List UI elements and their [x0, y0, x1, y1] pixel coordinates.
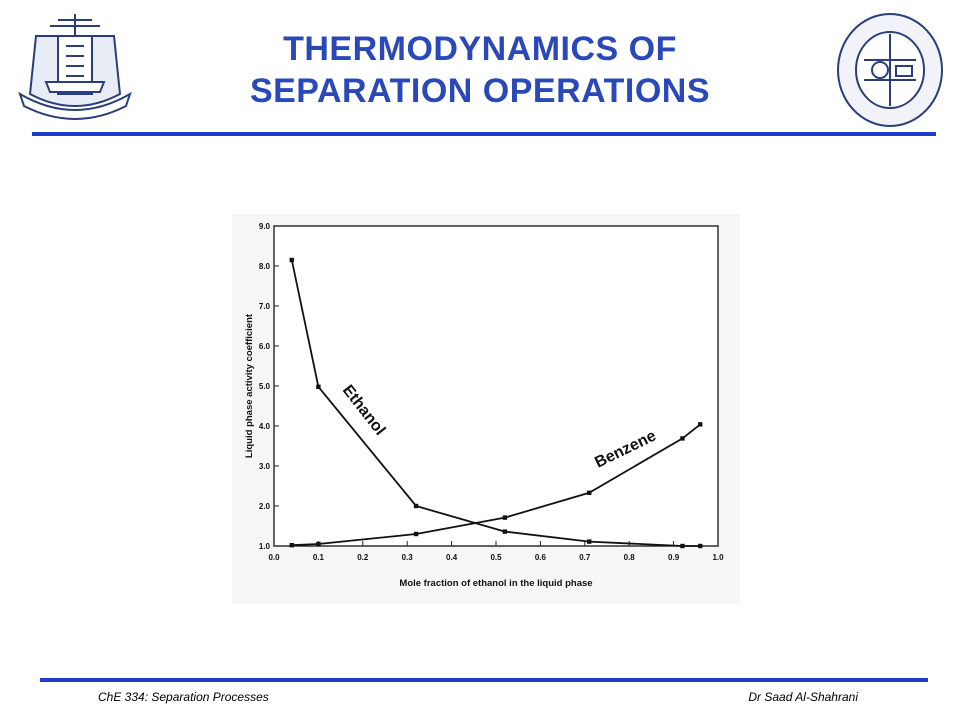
y-tick-label: 8.0 — [259, 262, 271, 271]
data-point-benzene — [289, 543, 294, 548]
data-point-benzene — [413, 531, 419, 537]
footer-divider — [40, 678, 928, 682]
x-tick-label: 0.5 — [490, 553, 502, 562]
data-point-ethanol — [502, 529, 508, 534]
x-tick-label: 0.2 — [357, 553, 369, 562]
title-line-1: THERMODYNAMICS OF — [283, 30, 677, 68]
x-tick-label: 0.1 — [313, 553, 325, 562]
y-tick-label: 4.0 — [259, 422, 271, 431]
title-line-2: SEPARATION OPERATIONS — [249, 72, 711, 110]
x-tick-label: 0.7 — [579, 553, 591, 562]
x-tick-label: 0.4 — [446, 553, 458, 562]
x-tick-label: 0.9 — [668, 553, 680, 562]
data-point-ethanol — [289, 257, 294, 263]
data-point-ethanol — [413, 503, 419, 509]
data-point-ethanol — [698, 543, 703, 549]
x-tick-label: 0.6 — [535, 553, 547, 562]
y-tick-label: 9.0 — [259, 222, 271, 231]
y-axis-label: Liquid phase activity coefficient — [244, 313, 255, 458]
university-emblem-icon — [10, 6, 140, 126]
y-tick-label: 6.0 — [259, 342, 271, 351]
x-tick-label: 0.3 — [402, 553, 414, 562]
data-point-benzene — [698, 422, 703, 427]
data-point-ethanol — [587, 539, 592, 544]
y-tick-label: 1.0 — [259, 542, 271, 551]
x-tick-label: 1.0 — [712, 553, 724, 562]
data-point-benzene — [587, 490, 592, 495]
slide-title: THERMODYNAMICS OF SEPARATION OPERATIONS — [150, 28, 810, 112]
x-axis-label: Mole fraction of ethanol in the liquid p… — [399, 578, 592, 589]
data-point-benzene — [680, 436, 685, 441]
data-point-ethanol — [316, 384, 321, 389]
title-divider — [32, 132, 936, 136]
y-tick-label: 7.0 — [259, 302, 271, 311]
department-seal-icon — [834, 10, 946, 130]
x-tick-label: 0.8 — [624, 553, 636, 562]
plot-frame — [273, 225, 719, 547]
y-tick-label: 2.0 — [259, 502, 271, 511]
y-tick-label: 5.0 — [259, 382, 271, 391]
data-point-benzene — [316, 541, 321, 547]
x-tick-label: 0.0 — [268, 553, 280, 562]
course-footer: ChE 334: Separation Processes — [98, 690, 269, 704]
y-tick-label: 3.0 — [259, 462, 271, 471]
data-point-ethanol — [680, 543, 685, 549]
chart-svg: 1.0 2.0 3.0 4.0 5.0 6.0 7.0 8.0 9.0 0.0 0.1 0.2 0.3… — [244, 222, 724, 589]
activity-coefficient-chart: 1.0 2.0 3.0 4.0 5.0 6.0 7.0 8.0 9.0 0.0 0.1 0.2 0.3… — [232, 214, 740, 604]
author-footer: Dr Saad Al-Shahrani — [748, 690, 858, 704]
data-point-benzene — [502, 515, 508, 520]
